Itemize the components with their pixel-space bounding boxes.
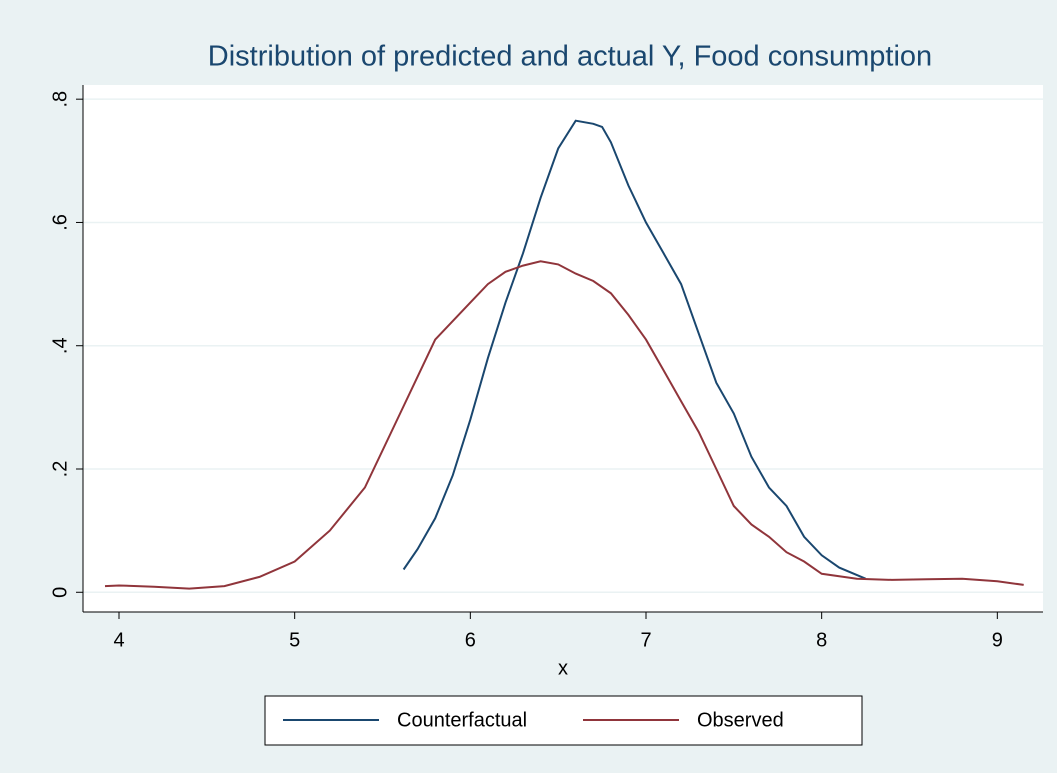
legend-label: Counterfactual xyxy=(397,709,527,731)
x-axis-label: x xyxy=(558,657,568,679)
x-tick-label: 4 xyxy=(113,629,124,651)
line-series xyxy=(104,260,1024,590)
x-tick-label: 5 xyxy=(289,629,300,651)
y-tick-label: .4 xyxy=(49,337,71,354)
y-tick-label: .6 xyxy=(49,214,71,231)
chart-title: Distribution of predicted and actual Y, … xyxy=(208,41,932,73)
plot-area xyxy=(83,85,1043,612)
line-series xyxy=(402,119,866,580)
y-tick-label: .8 xyxy=(49,91,71,108)
y-tick-label: .2 xyxy=(49,461,71,478)
legend-label: Observed xyxy=(697,709,784,731)
y-tick-label: 0 xyxy=(49,587,71,598)
x-tick-label: 8 xyxy=(816,629,827,651)
x-tick-label: 7 xyxy=(640,629,651,651)
x-tick-label: 6 xyxy=(465,629,476,651)
x-tick-label: 9 xyxy=(992,629,1003,651)
